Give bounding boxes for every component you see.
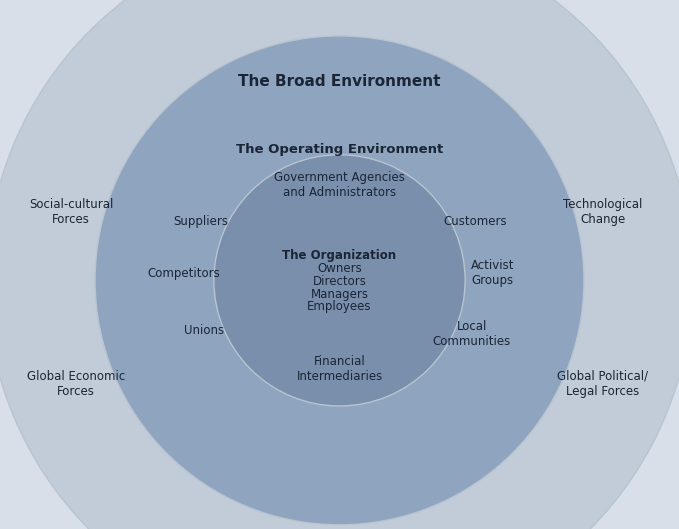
Text: The Broad Environment: The Broad Environment [238,75,441,89]
Text: The Organization: The Organization [282,249,397,262]
Ellipse shape [214,155,465,406]
Ellipse shape [95,36,584,525]
Text: Customers: Customers [443,215,507,227]
Text: Managers: Managers [310,288,369,300]
Text: Financial
Intermediaries: Financial Intermediaries [296,355,383,383]
Text: Activist
Groups: Activist Groups [471,260,514,287]
Text: Employees: Employees [308,300,371,313]
Text: Technological
Change: Technological Change [564,198,642,225]
Text: Suppliers: Suppliers [172,215,228,227]
Text: Global Economic
Forces: Global Economic Forces [27,370,125,397]
Text: Local
Communities: Local Communities [433,321,511,348]
Text: Directors: Directors [312,275,367,288]
Text: Competitors: Competitors [147,267,220,280]
Text: Social-cultural
Forces: Social-cultural Forces [29,198,113,225]
Text: Owners: Owners [317,262,362,275]
Text: Unions: Unions [183,324,224,337]
Text: The Operating Environment: The Operating Environment [236,143,443,156]
Text: Global Political/
Legal Forces: Global Political/ Legal Forces [557,370,648,397]
Text: Government Agencies
and Administrators: Government Agencies and Administrators [274,171,405,199]
